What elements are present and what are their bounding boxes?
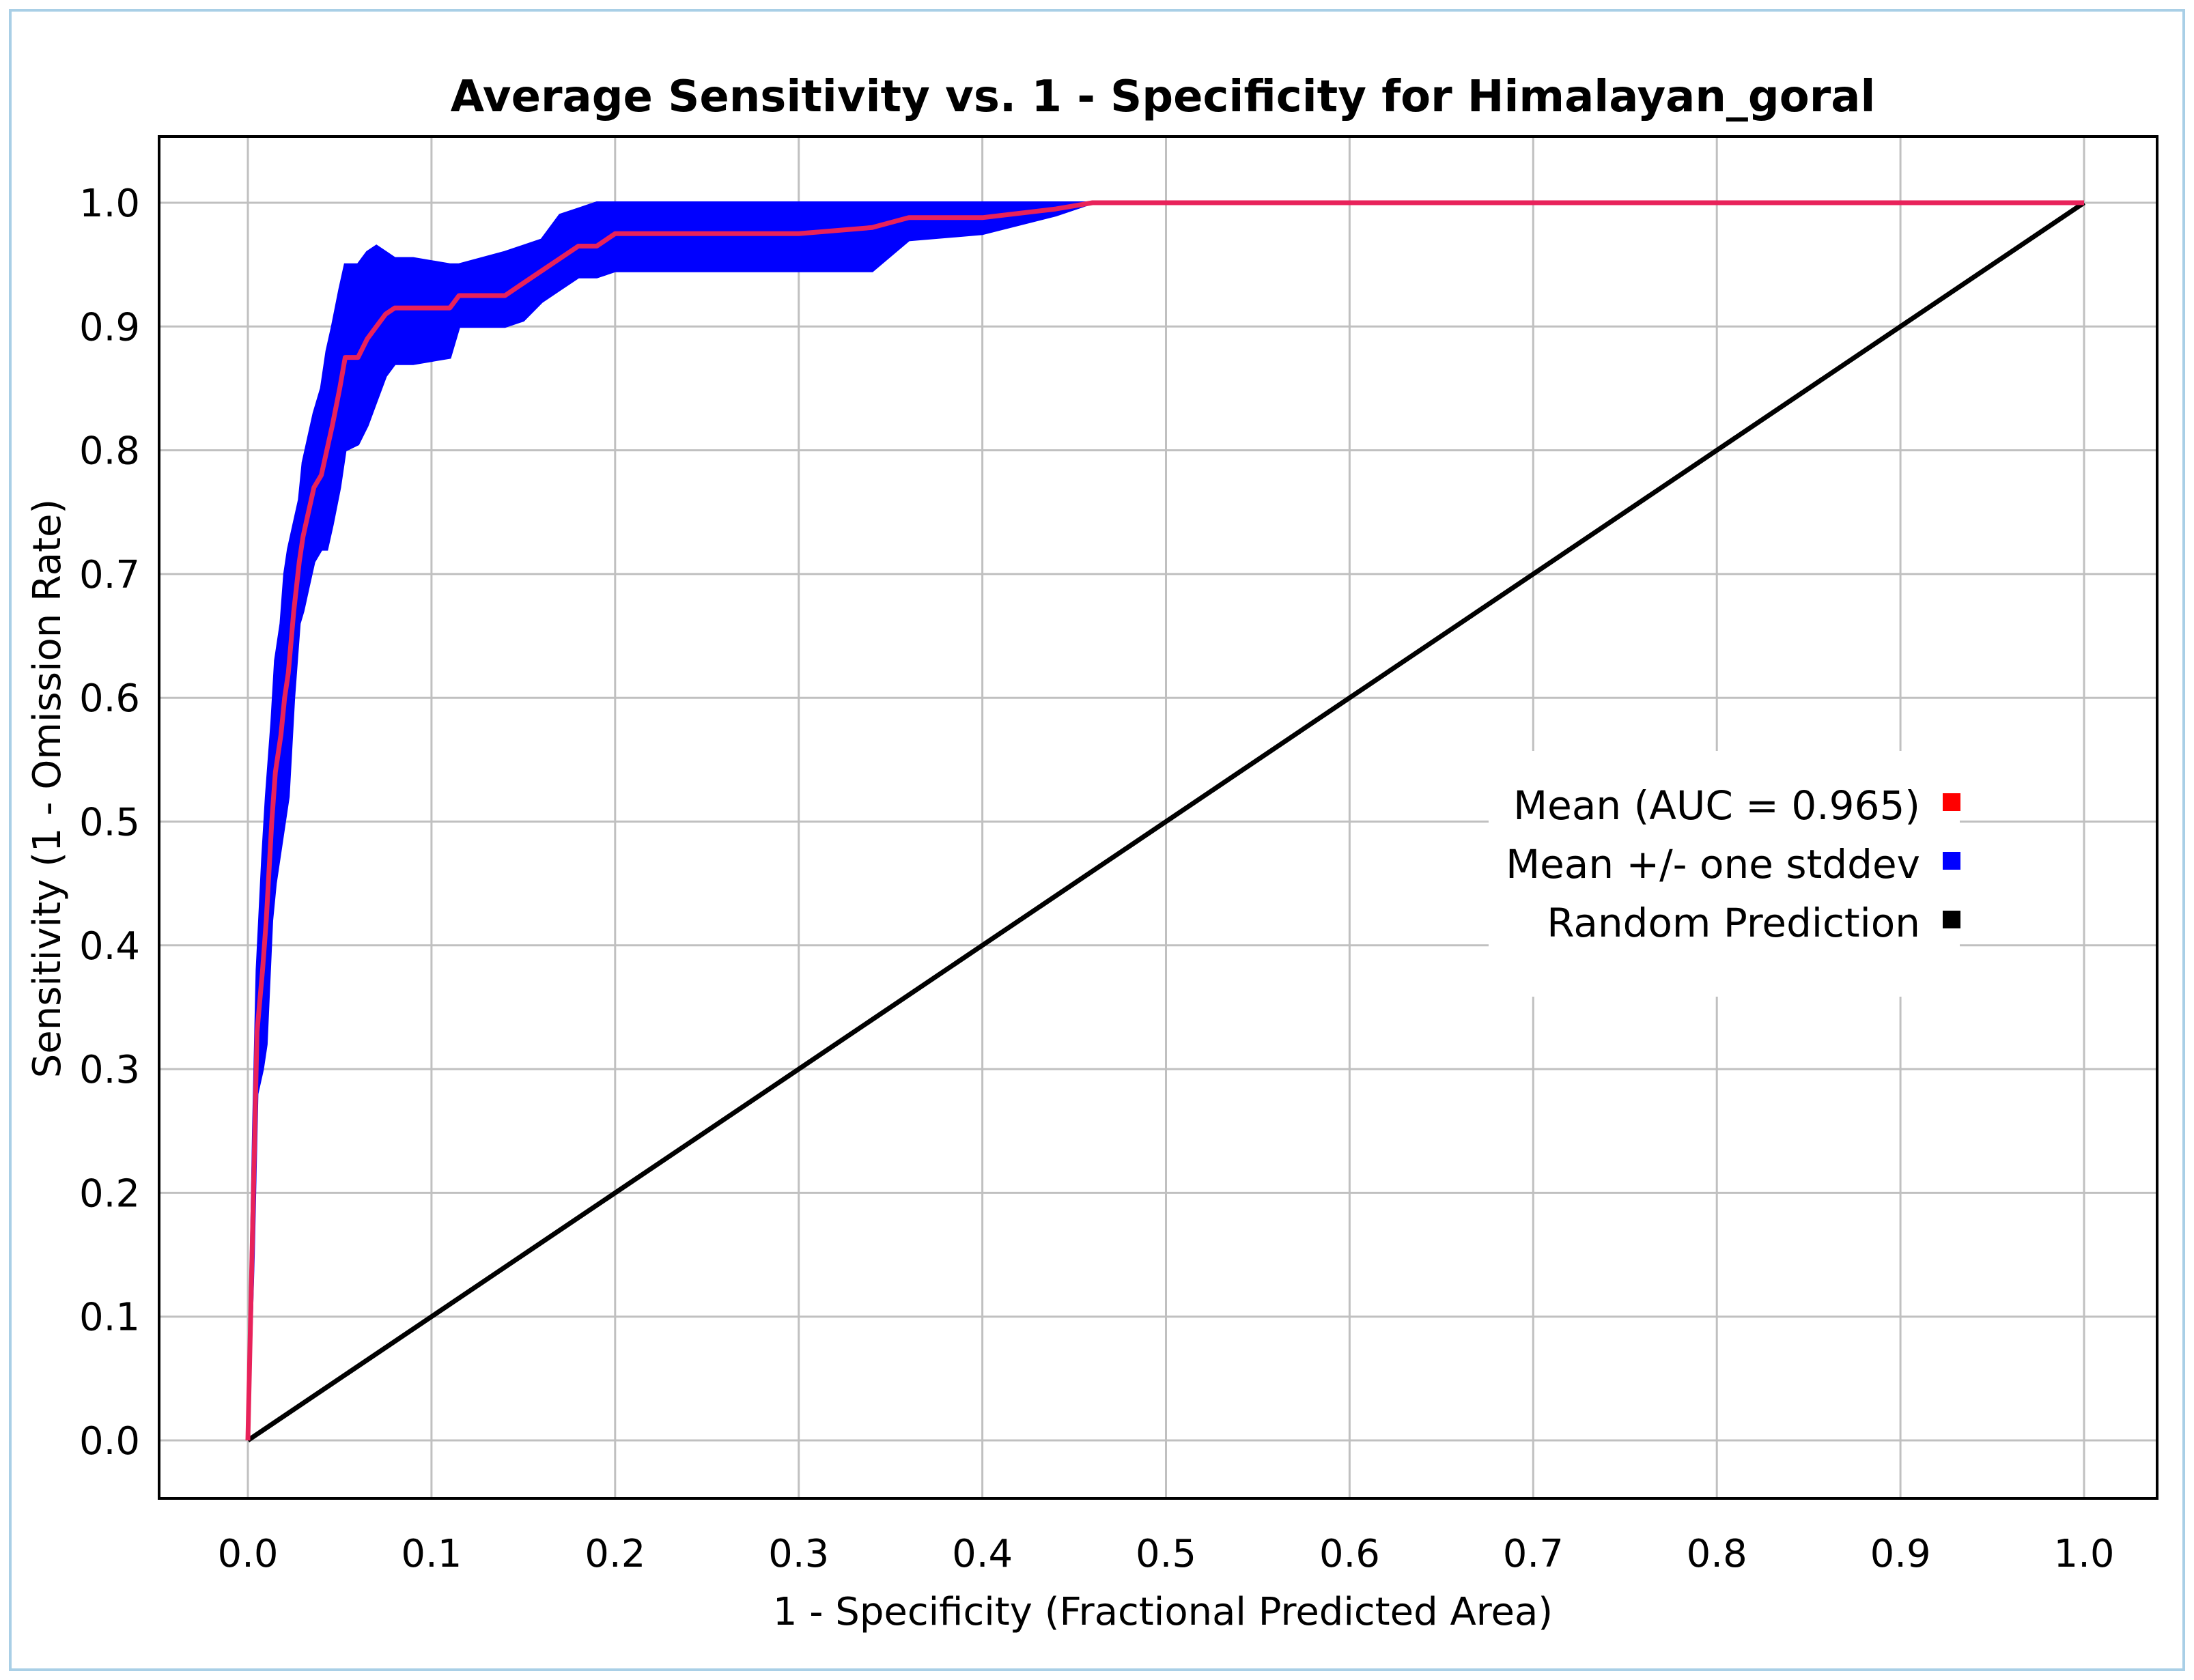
legend-swatch	[1943, 793, 1960, 811]
mean-line	[245, 200, 2084, 1441]
legend-swatch	[1943, 911, 1960, 928]
x-tick-label: 1.0	[2053, 1532, 2114, 1576]
legend-label: Mean (AUC = 0.965)	[1513, 782, 1920, 829]
random-prediction-line	[247, 201, 2085, 1442]
y-tick-label: 0.9	[79, 305, 140, 350]
y-tick-label: 0.5	[79, 801, 140, 845]
y-tick-label: 0.2	[79, 1171, 140, 1216]
x-tick-label: 0.1	[401, 1532, 462, 1576]
legend-label: Mean +/- one stddev	[1506, 841, 1920, 887]
x-tick-label: 0.0	[217, 1532, 278, 1576]
plot-frame	[158, 135, 2158, 1500]
y-tick-label: 0.3	[79, 1048, 140, 1092]
y-tick-label: 0.6	[79, 677, 140, 721]
y-tick-label: 0.1	[79, 1296, 140, 1340]
y-tick-label: 0.4	[79, 924, 140, 969]
y-tick-label: 1.0	[79, 182, 140, 226]
y-tick-label: 0.0	[79, 1419, 140, 1464]
mean-line-layer	[245, 200, 2084, 1441]
chart-title: Average Sensitivity vs. 1 - Specificity …	[451, 72, 1876, 122]
x-tick-labels: 0.0 0.1 0.2 0.3 0.4 0.5 0.6 0.7 0.8 0.9 1.0	[217, 1532, 2114, 1576]
stddev-band-layer	[247, 201, 2084, 1441]
x-tick-label: 0.5	[1136, 1532, 1196, 1576]
x-tick-label: 0.8	[1687, 1532, 1747, 1576]
y-tick-label: 0.8	[79, 429, 140, 474]
random-prediction-layer	[247, 201, 2085, 1442]
x-tick-label: 0.2	[585, 1532, 645, 1576]
x-tick-label: 0.6	[1319, 1532, 1380, 1576]
legend-swatch	[1943, 852, 1960, 870]
legend-background	[1489, 751, 1960, 997]
x-axis-label: 1 - Specificity (Fractional Predicted Ar…	[773, 1590, 1553, 1634]
x-tick-label: 0.4	[952, 1532, 1013, 1576]
x-tick-label: 0.7	[1503, 1532, 1564, 1576]
y-tick-label: 0.7	[79, 553, 140, 597]
x-tick-label: 0.9	[1870, 1532, 1931, 1576]
x-tick-label: 0.3	[768, 1532, 829, 1576]
legend-label: Random Prediction	[1547, 900, 1920, 946]
stddev-band	[247, 201, 2084, 1441]
y-axis-label: Sensitivity (1 - Omission Rate)	[25, 499, 70, 1079]
legend: Mean (AUC = 0.965) Mean +/- one stddev Ran…	[1489, 751, 1960, 997]
y-tick-labels: 0.0 0.1 0.2 0.3 0.4 0.5 0.6 0.7 0.8 0.9 1.0	[79, 182, 140, 1464]
